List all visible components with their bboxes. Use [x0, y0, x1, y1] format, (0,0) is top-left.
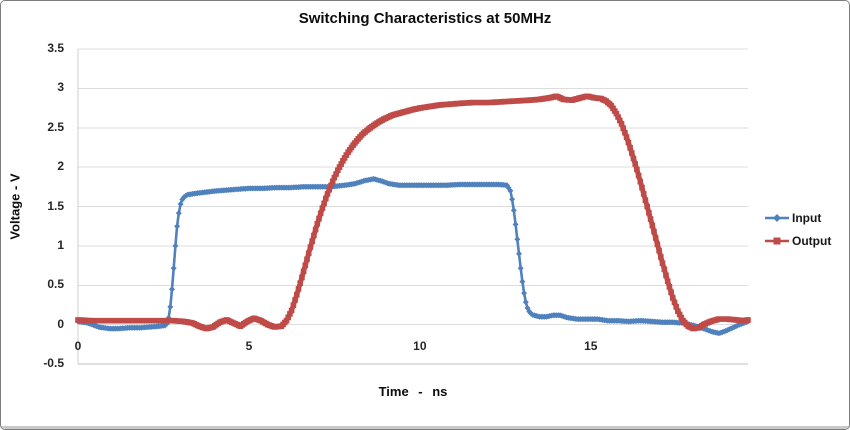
y-axis-title: Voltage - V — [7, 173, 23, 240]
legend-item-output: Output — [764, 229, 831, 252]
series-markers-input — [75, 175, 751, 337]
y-tick-label: 3 — [57, 80, 64, 95]
figure-bottom-edge — [1, 426, 849, 429]
legend-label: Output — [792, 233, 832, 248]
y-tick-label: 1.5 — [47, 198, 64, 213]
x-tick-label: 5 — [245, 339, 253, 353]
x-axis-title: Time - ns — [378, 384, 448, 399]
x-tick-label: 10 — [413, 339, 427, 353]
y-tick-label: 1 — [57, 237, 64, 252]
legend-label: Input — [792, 210, 822, 225]
legend-item-input: Input — [764, 206, 831, 229]
x-tick-label: 15 — [584, 339, 598, 353]
y-tick-label: 2 — [57, 159, 64, 174]
y-tick-label: -0.5 — [43, 356, 64, 370]
y-tick-label: 0 — [57, 316, 64, 331]
square-marker-icon — [765, 237, 789, 244]
diamond-marker-icon — [765, 213, 789, 222]
y-tick-label: 2.5 — [47, 119, 64, 134]
y-tick-label: 3.5 — [47, 41, 64, 55]
legend: Input Output — [764, 206, 831, 252]
y-tick-label: 0.5 — [47, 277, 64, 292]
chart-title: Switching Characteristics at 50MHz — [298, 10, 552, 27]
x-tick-label: 0 — [74, 339, 82, 353]
